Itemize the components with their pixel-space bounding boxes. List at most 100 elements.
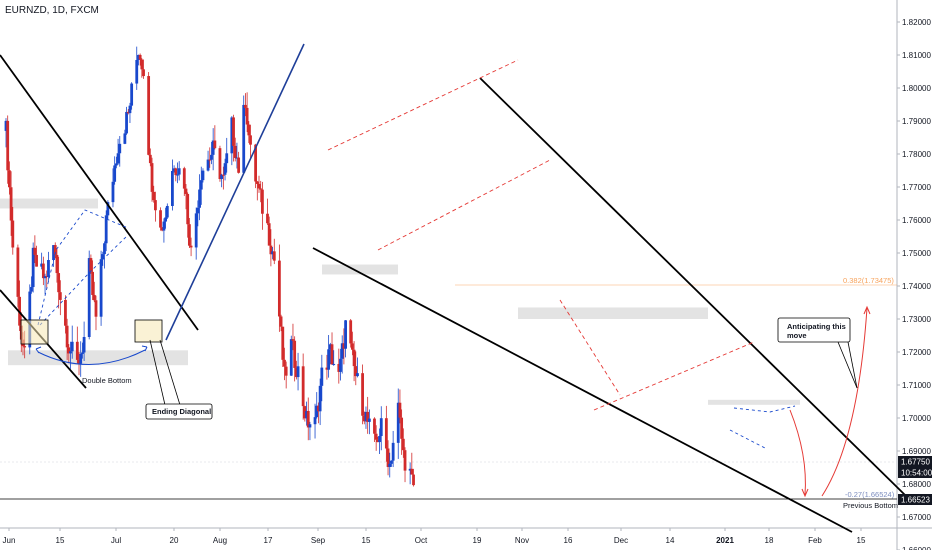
candle-body [403,450,407,471]
support-resistance-zone [708,399,800,405]
time-axis[interactable]: Jun 15 Jul 20 Aug 17 Sep 15 Oct 19 Nov 16 Dec 14 2021 1… [3,528,866,545]
diagonal-lower [593,341,755,411]
candle-body [196,207,200,214]
candle-body [308,424,312,428]
candle-body [337,363,341,372]
price-tick-label: 1.78000 [902,150,931,159]
candle-body [354,366,358,377]
candle-body [103,243,106,255]
candle-body [279,316,283,327]
candle-body [58,292,62,300]
blue-dashed-pattern [37,209,796,449]
candle-body [232,117,235,146]
candle-body [233,145,237,158]
candle-body [64,299,67,326]
candle-body [376,439,380,443]
candle-body [79,353,83,364]
projected-drop-curve [789,409,806,496]
rising-trendline-blue [165,43,305,341]
candle-body [352,349,356,367]
candle-body [221,174,225,176]
callout-anticipating: Anticipating this move [777,317,858,389]
candle-body [378,436,381,443]
candle-body [208,159,212,161]
candle-body [148,154,152,164]
candle-body [269,245,273,255]
time-tick-label: 14 [666,536,675,545]
candle-body [388,463,392,467]
channel-upper [327,59,519,151]
price-tick-label: 1.68000 [902,480,931,489]
price-tick-label: 1.72000 [902,348,931,357]
candle-body [201,170,205,181]
candle-body [35,254,38,267]
time-tick-label: 20 [170,536,179,545]
candle-body [189,245,193,248]
candle-body [366,411,370,422]
time-tick-label: Oct [415,536,428,545]
ending-diagonal-pointer-2 [159,339,181,406]
candle-body [152,191,156,201]
diagonal-upper [559,299,621,396]
upper-descending-trendline-left [0,54,199,331]
candle-body [198,189,201,208]
candle-body [339,358,342,372]
gray-zones [0,198,800,405]
double-bottom-box-1 [20,319,49,345]
candle-body [272,251,276,261]
drop-arrowhead [801,488,809,498]
candle-body [87,258,91,337]
candle-body [4,120,8,131]
triangle-mid [39,234,129,326]
candle-body [114,163,118,166]
time-tick-label: Dec [614,536,628,545]
candle-body [255,181,259,184]
candle-body [412,474,415,486]
candle-body [220,174,224,180]
price-axis[interactable]: 1.82000 1.81000 1.80000 1.79000 1.78000 1.770… [897,18,931,550]
previous-bottom-label: Previous Bottom [843,501,898,510]
candle-body [147,76,151,155]
candle-body [350,343,354,350]
anticipating-box [777,317,851,343]
candle-body [249,135,252,145]
candle-body [410,468,414,475]
channel-lower [377,159,551,251]
trend-lines [0,43,906,533]
candle-body [379,418,383,437]
rise-arrowhead [863,305,871,315]
candle-body [296,366,300,378]
candle-body [306,410,310,428]
candle-body [164,217,168,222]
fib-neg27-label: -0.27(1.66524) [845,490,895,499]
marked-level-badge: 1.66523 [898,494,932,505]
marked-level-value: 1.66523 [901,496,930,505]
small-wedge-upper [729,429,766,449]
candle-body [128,105,132,114]
candle-body [291,339,295,341]
price-tick-label: 1.79000 [902,117,931,126]
double-bottom-label: Double Bottom [82,376,132,385]
price-tick-label: 1.73000 [902,315,931,324]
candle-body [75,341,79,360]
triangle-upper [37,209,129,326]
ending-diagonal-pointer-1 [149,339,166,406]
candle-body [206,159,210,171]
candle-body [301,366,305,407]
candle-body [362,415,366,422]
countdown-badge-bg [898,467,932,478]
candle-body [367,418,371,422]
candle-body [315,405,319,418]
candle-body [177,168,181,175]
ending-diagonal-box [145,403,213,420]
candle-body [401,438,405,451]
projected-rise-curve [821,307,868,497]
candle-body [81,352,84,354]
candle-body [277,260,281,317]
candle-body [225,153,229,164]
candle-body [162,221,166,231]
time-tick-label: Feb [808,536,822,545]
price-tick-label: 1.67000 [902,513,931,522]
